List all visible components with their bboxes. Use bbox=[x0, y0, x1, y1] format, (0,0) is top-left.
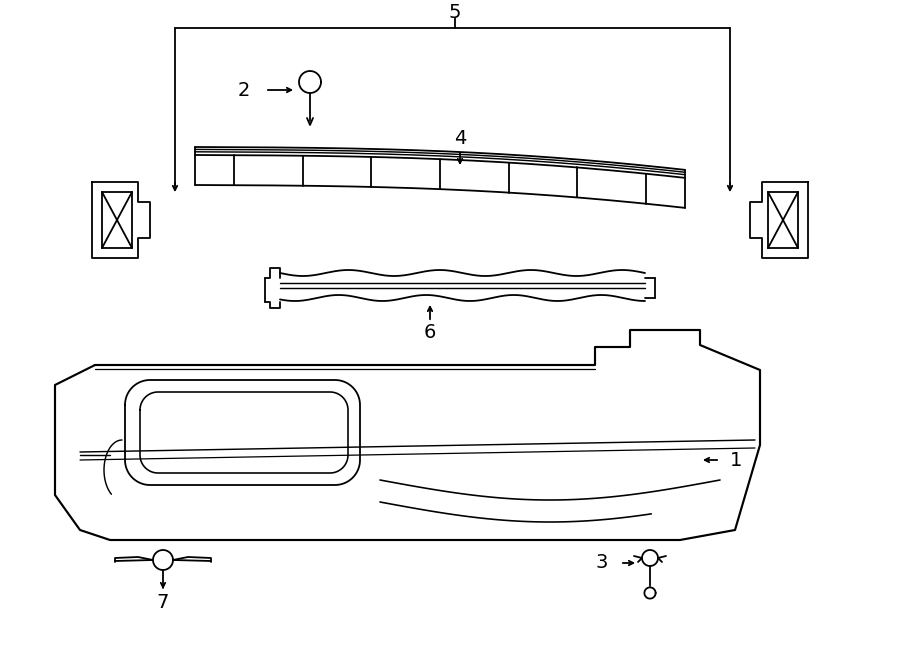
Text: 6: 6 bbox=[424, 323, 436, 342]
Text: 3: 3 bbox=[596, 553, 608, 572]
Text: 1: 1 bbox=[730, 451, 742, 469]
Text: 4: 4 bbox=[454, 128, 466, 147]
Text: 5: 5 bbox=[449, 3, 461, 22]
Text: 2: 2 bbox=[238, 81, 250, 100]
Text: 7: 7 bbox=[157, 592, 169, 611]
